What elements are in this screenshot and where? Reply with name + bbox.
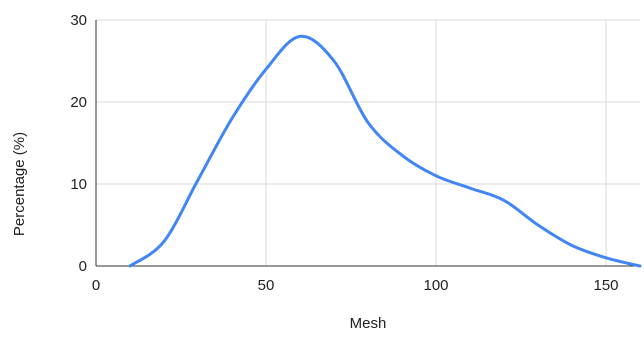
axes bbox=[95, 20, 640, 267]
x-tick-label-0: 0 bbox=[92, 277, 100, 294]
y-tick-label-3: 30 bbox=[70, 12, 87, 29]
x-tick-label-1: 50 bbox=[258, 277, 275, 294]
x-tick-label-2: 100 bbox=[423, 277, 448, 294]
y-tick-label-1: 10 bbox=[70, 176, 87, 193]
series-lines bbox=[128, 34, 642, 268]
y-tick-label-0: 0 bbox=[79, 258, 87, 275]
series-line-0 bbox=[128, 34, 642, 268]
tick-labels: 0 10 20 30 0 50 100 150 bbox=[70, 12, 618, 294]
y-tick-label-2: 20 bbox=[70, 94, 87, 111]
x-tick-label-3: 150 bbox=[593, 277, 618, 294]
x-axis-title: Mesh bbox=[350, 315, 387, 332]
gridlines bbox=[96, 19, 640, 266]
y-axis-title: Percentage (%) bbox=[11, 132, 28, 236]
